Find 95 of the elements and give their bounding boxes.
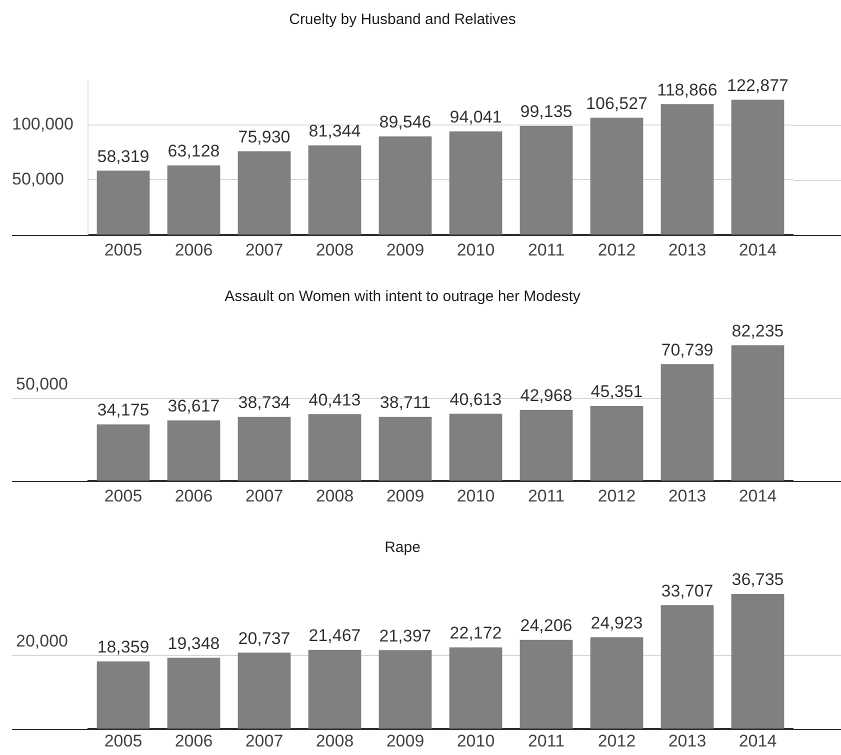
x-tick-label: 2013	[668, 731, 706, 750]
bar	[520, 126, 573, 235]
data-label: 58,319	[97, 146, 150, 166]
x-tick-label: 2007	[245, 731, 284, 750]
data-label: 82,235	[732, 321, 784, 340]
x-tick-label: 2007	[245, 486, 284, 506]
x-tick-label: 2008	[316, 486, 354, 506]
data-label: 36,735	[732, 570, 784, 590]
bar	[96, 661, 150, 729]
x-tick-label: 2009	[386, 731, 424, 750]
x-tick-label: 2008	[316, 731, 354, 750]
x-tick-label: 2006	[174, 486, 213, 506]
bar	[590, 118, 644, 235]
data-label: 21,467	[308, 626, 361, 646]
data-label: 38,734	[238, 393, 290, 412]
x-tick-label: 2012	[598, 731, 636, 750]
data-label: 106,527	[586, 94, 648, 113]
bar	[167, 420, 220, 481]
bar	[449, 647, 502, 729]
bar	[308, 650, 362, 729]
x-tick-label: 2014	[738, 486, 777, 506]
bar	[731, 100, 784, 235]
data-label: 40,613	[450, 390, 502, 409]
data-label: 22,172	[450, 624, 502, 643]
x-tick-label: 2009	[386, 486, 424, 506]
x-tick-label: 2006	[174, 240, 213, 260]
x-tick-label: 2010	[456, 240, 495, 260]
bar	[731, 345, 784, 481]
x-tick-label: 2011	[528, 486, 565, 506]
x-tick-label: 2011	[528, 240, 565, 260]
y-tick-label: 100,000	[12, 114, 74, 134]
x-tick-label: 2009	[386, 240, 424, 260]
bar	[238, 652, 291, 729]
bar	[238, 151, 291, 235]
bar	[731, 594, 784, 729]
bar	[96, 170, 150, 235]
chart-title: Cruelty by Husband and Relatives	[289, 11, 516, 28]
x-tick-label: 2005	[104, 731, 142, 750]
data-label: 38,711	[380, 393, 431, 412]
data-label: 99,135	[520, 102, 572, 122]
data-label: 36,617	[168, 396, 220, 416]
data-label: 118,866	[657, 80, 718, 100]
data-label: 33,707	[661, 581, 714, 600]
data-label: 81,344	[308, 122, 361, 141]
data-label: 21,397	[379, 626, 432, 646]
x-tick-label: 2005	[104, 486, 142, 506]
bar	[96, 424, 150, 481]
bar	[590, 637, 644, 729]
bar	[660, 364, 714, 481]
data-label: 70,739	[661, 340, 714, 360]
data-label: 34,175	[97, 400, 150, 420]
data-label: 122,877	[727, 76, 788, 95]
bar	[167, 165, 220, 235]
bar	[167, 658, 220, 729]
bar	[590, 406, 644, 481]
data-label: 18,359	[97, 638, 150, 656]
bar	[378, 136, 432, 235]
bar	[308, 414, 362, 481]
x-tick-label: 2006	[174, 731, 213, 750]
x-tick-label: 2012	[598, 486, 636, 506]
data-label: 63,128	[168, 142, 220, 161]
data-label: 40,413	[308, 390, 361, 410]
x-tick-label: 2008	[316, 240, 354, 260]
x-tick-label: 2012	[598, 240, 636, 260]
x-tick-label: 2014	[738, 240, 777, 260]
x-tick-label: 2007	[245, 240, 284, 260]
x-tick-label: 2005	[104, 240, 142, 260]
bar	[660, 605, 714, 729]
data-label: 42,968	[520, 386, 572, 406]
x-tick-label: 2013	[668, 240, 706, 260]
bar	[520, 410, 573, 481]
x-tick-label: 2011	[528, 731, 565, 750]
bar	[520, 640, 573, 729]
bar	[378, 650, 432, 729]
chart-title: Assault on Women with intent to outrage her Modesty	[224, 288, 581, 306]
data-label: 20,737	[238, 628, 290, 648]
x-tick-label: 2014	[738, 731, 777, 750]
x-tick-label: 2010	[456, 731, 495, 750]
bar	[449, 414, 502, 481]
data-label: 19,348	[168, 634, 220, 653]
bar	[378, 416, 432, 481]
x-tick-label: 2010	[456, 486, 495, 506]
data-label: 45,351	[590, 382, 643, 402]
ref-line-label: 20,000	[16, 632, 68, 651]
data-label: 24,206	[520, 616, 572, 636]
x-tick-label: 2013	[668, 486, 706, 506]
data-label: 89,546	[379, 112, 432, 132]
chart-title: Rape	[384, 539, 420, 556]
bar	[449, 131, 502, 235]
bar	[238, 416, 291, 481]
bar	[660, 104, 714, 235]
bar	[308, 145, 362, 235]
data-label: 24,923	[590, 613, 643, 632]
data-label: 75,930	[238, 127, 290, 146]
data-label: 94,041	[450, 108, 502, 127]
